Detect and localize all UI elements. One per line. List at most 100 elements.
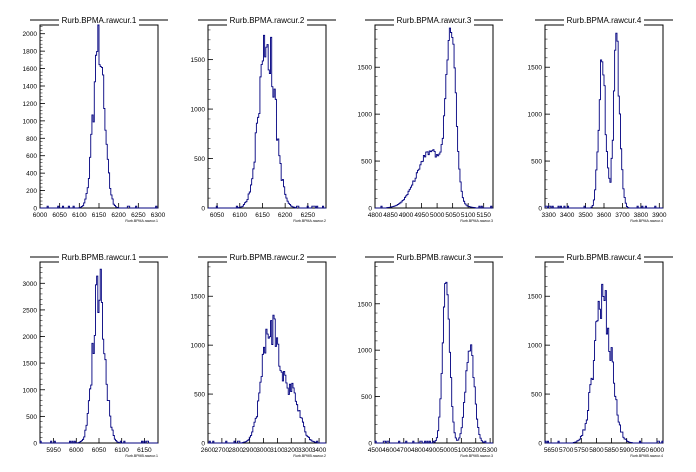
plot-frame bbox=[374, 261, 494, 444]
chart-title: Rurb.BPMB.rawcur.1 bbox=[62, 253, 137, 262]
histogram-line bbox=[544, 283, 664, 444]
x-tick-label: 2700 bbox=[215, 447, 230, 454]
x-axis-label: Rurb.BPMA.rawcur.4 bbox=[630, 219, 663, 223]
histogram-panel-6: Rurb.BPMB.rawcur.2 0 500 1000 1500 2600 2700 28… bbox=[191, 250, 336, 458]
x-tick-label: 3300 bbox=[541, 212, 556, 219]
title-bg bbox=[227, 13, 307, 27]
chart-title: Rurb.BPMA.rawcur.1 bbox=[62, 16, 137, 25]
x-tick-label: 5300 bbox=[483, 447, 498, 454]
y-tick-label: 2000 bbox=[23, 31, 38, 38]
y-tick-label: 1000 bbox=[528, 112, 543, 119]
x-tick-label: 5150 bbox=[476, 212, 491, 219]
x-tick-label: 3400 bbox=[312, 447, 327, 454]
y-tick-label: 0 bbox=[538, 206, 542, 213]
title-bg bbox=[59, 250, 139, 264]
histogram-panel-1: Rurb.BPMA.rawcur.1 0 200 400 600 800 1000 1200 1… bbox=[23, 13, 168, 223]
chart-title: Rurb.BPMB.rawcur.2 bbox=[230, 253, 305, 262]
y-tick-label: 400 bbox=[26, 171, 37, 178]
x-tick-label: 3600 bbox=[597, 212, 612, 219]
y-tick-label: 1200 bbox=[23, 101, 38, 108]
y-tick-label: 2000 bbox=[23, 334, 38, 341]
x-tick-label: 5200 bbox=[468, 447, 483, 454]
x-axis-label: Rurb.BPMA.rawcur.1 bbox=[125, 219, 158, 223]
x-axis-label: Rurb.BPMB.rawcur.2 bbox=[293, 454, 326, 458]
title-bg bbox=[394, 13, 474, 27]
histogram-line bbox=[374, 281, 493, 444]
histogram-line bbox=[208, 34, 326, 209]
x-tick-label: 5100 bbox=[454, 447, 469, 454]
histogram-line bbox=[39, 268, 158, 444]
x-tick-label: 5950 bbox=[635, 447, 650, 454]
y-tick-label: 1400 bbox=[23, 84, 38, 91]
y-tick-label: 1600 bbox=[23, 66, 38, 73]
x-tick-label: 3000 bbox=[256, 447, 271, 454]
x-tick-label: 6000 bbox=[33, 212, 48, 219]
x-tick-label: 4700 bbox=[397, 447, 412, 454]
histogram-panel-8: Rurb.BPMB.rawcur.4 0 500 1000 1500 5650 5700 57… bbox=[528, 250, 673, 458]
x-tick-label: 4950 bbox=[414, 212, 429, 219]
plot-frame bbox=[544, 261, 664, 444]
histogram-panel-5: Rurb.BPMB.rawcur.1 0 500 1000 1500 2000 2500 30… bbox=[23, 250, 168, 458]
histogram-panel-7: Rurb.BPMB.rawcur.3 0 500 1000 1500 4500 4600 47… bbox=[358, 250, 503, 458]
histogram-line bbox=[544, 32, 663, 209]
x-tick-label: 5650 bbox=[544, 447, 559, 454]
histogram-line bbox=[40, 24, 158, 209]
y-tick-label: 500 bbox=[361, 159, 372, 166]
x-tick-label: 5000 bbox=[440, 447, 455, 454]
y-tick-label: 500 bbox=[531, 392, 542, 399]
x-tick-label: 4600 bbox=[382, 447, 397, 454]
y-tick-label: 0 bbox=[201, 206, 205, 213]
y-tick-label: 0 bbox=[201, 441, 205, 448]
x-tick-label: 2800 bbox=[229, 447, 244, 454]
x-tick-label: 4500 bbox=[368, 447, 383, 454]
x-tick-label: 3400 bbox=[560, 212, 575, 219]
y-tick-label: 500 bbox=[26, 414, 37, 421]
y-tick-label: 500 bbox=[361, 394, 372, 401]
x-tick-label: 3300 bbox=[298, 447, 313, 454]
title-bg bbox=[564, 250, 644, 264]
title-bg bbox=[394, 250, 474, 264]
x-tick-label: 6150 bbox=[92, 212, 107, 219]
x-tick-label: 6150 bbox=[137, 447, 152, 454]
x-tick-label: 2600 bbox=[201, 447, 216, 454]
x-tick-label: 6100 bbox=[114, 447, 129, 454]
y-tick-label: 0 bbox=[368, 441, 372, 448]
x-axis-label: Rurb.BPMB.rawcur.1 bbox=[125, 454, 158, 458]
x-tick-label: 3800 bbox=[634, 212, 649, 219]
x-tick-label: 3500 bbox=[578, 212, 593, 219]
title-bg bbox=[564, 13, 644, 27]
y-tick-label: 0 bbox=[33, 441, 37, 448]
x-tick-label: 6100 bbox=[233, 212, 248, 219]
x-tick-label: 5950 bbox=[46, 447, 61, 454]
x-tick-label: 4850 bbox=[383, 212, 398, 219]
chart-title: Rurb.BPMB.rawcur.4 bbox=[567, 253, 642, 262]
x-tick-label: 6200 bbox=[278, 212, 293, 219]
x-tick-label: 6050 bbox=[210, 212, 225, 219]
chart-title: Rurb.BPMB.rawcur.3 bbox=[397, 253, 472, 262]
histogram-panel-4: Rurb.BPMA.rawcur.4 0 500 1000 1500 3300 3400 35… bbox=[528, 13, 673, 223]
title-bg bbox=[59, 13, 139, 27]
x-axis-label: Rurb.BPMA.rawcur.3 bbox=[460, 219, 493, 223]
y-tick-label: 1500 bbox=[358, 65, 373, 72]
x-tick-label: 5700 bbox=[559, 447, 574, 454]
y-tick-label: 1500 bbox=[358, 301, 373, 308]
y-tick-label: 500 bbox=[531, 159, 542, 166]
x-tick-label: 6100 bbox=[72, 212, 87, 219]
x-tick-label: 5800 bbox=[589, 447, 604, 454]
y-tick-label: 200 bbox=[26, 188, 37, 195]
plot-frame bbox=[207, 261, 327, 444]
plot-frame bbox=[39, 261, 159, 444]
y-tick-label: 1500 bbox=[528, 65, 543, 72]
x-tick-label: 6250 bbox=[131, 212, 146, 219]
x-axis-label: Rurb.BPMB.rawcur.3 bbox=[460, 454, 493, 458]
x-axis-label: Rurb.BPMB.rawcur.4 bbox=[630, 454, 663, 458]
y-tick-label: 1000 bbox=[191, 107, 206, 114]
x-tick-label: 5850 bbox=[604, 447, 619, 454]
y-tick-label: 500 bbox=[194, 392, 205, 399]
chart-title: Rurb.BPMA.rawcur.2 bbox=[230, 16, 305, 25]
y-tick-label: 0 bbox=[368, 206, 372, 213]
chart-title: Rurb.BPMA.rawcur.4 bbox=[567, 16, 642, 25]
x-tick-label: 6050 bbox=[52, 212, 67, 219]
